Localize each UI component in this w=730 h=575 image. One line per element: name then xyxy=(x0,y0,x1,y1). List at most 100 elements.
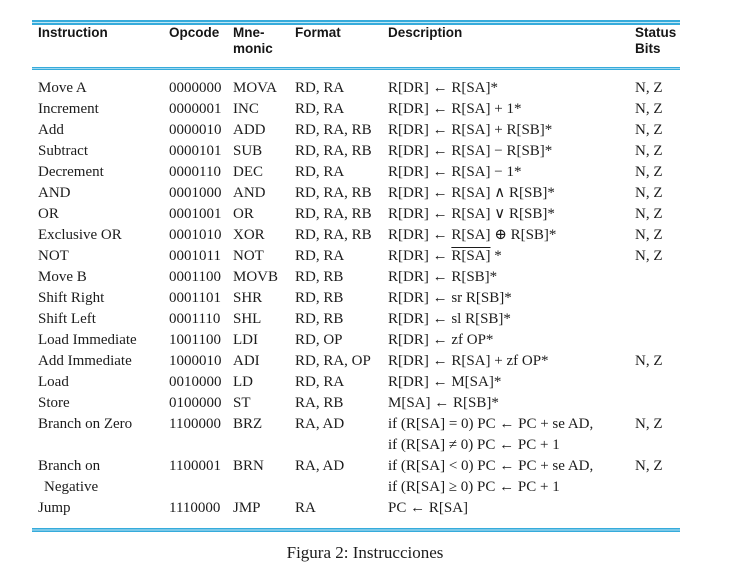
table-row: Subtract 0000101 SUB RD, RA, RB R[DR] ← R[SA… xyxy=(38,141,680,162)
description-text: if (R[SA] ≠ 0) PC ← PC + 1 xyxy=(388,437,560,453)
cell-status-bits: N, Z xyxy=(635,351,680,372)
cell-opcode: 1000010 xyxy=(169,351,233,372)
description-text: R[DR] ← sr R[SB]* xyxy=(388,290,512,306)
opcode-value: 0001101 xyxy=(169,290,221,306)
format-value: RA xyxy=(295,500,316,516)
format-value: RD, RA, RB xyxy=(295,185,372,201)
opcode-value: 0000001 xyxy=(169,101,222,117)
cell-format: RD, RA xyxy=(295,162,388,183)
cell-status-bits: N, Z xyxy=(635,162,680,183)
instruction-name: Add xyxy=(38,122,64,138)
cell-opcode: 0000110 xyxy=(169,162,233,183)
mnemonic-value: SHR xyxy=(233,290,263,306)
cell-mnemonic: AND xyxy=(233,183,295,204)
cell-format: RD, RA, RB xyxy=(295,120,388,141)
cell-mnemonic: BRN xyxy=(233,456,295,477)
opcode-value: 1110000 xyxy=(169,500,221,516)
description-text: R[DR] ← M[SA]* xyxy=(388,374,502,390)
instruction-name: Store xyxy=(38,395,70,411)
description-text: M[SA] ← R[SB]* xyxy=(388,395,499,411)
mnemonic-value: XOR xyxy=(233,227,265,243)
cell-mnemonic: BRZ xyxy=(233,414,295,435)
table-row: OR 0001001 OR RD, RA, RB R[DR] ← R[SA] ∨ R[S… xyxy=(38,204,680,225)
cell-description: R[DR] ← R[SA] ⊕ R[SB]* xyxy=(388,225,635,246)
cell-instruction: Add xyxy=(38,120,169,141)
cell-status-bits: N, Z xyxy=(635,204,680,225)
cell-mnemonic: MOVA xyxy=(233,78,295,99)
opcode-value: 0010000 xyxy=(169,374,222,390)
status-bits-value: N, Z xyxy=(635,164,663,180)
mnemonic-value: ADD xyxy=(233,122,266,138)
instruction-name: Increment xyxy=(38,101,99,117)
cell-status-bits: N, Z xyxy=(635,141,680,162)
opcode-value: 0001100 xyxy=(169,269,221,285)
description-text: R[DR] ← R[SB]* xyxy=(388,269,498,285)
table-row: Move A 0000000 MOVA RD, RA R[DR] ← R[SA]* N, … xyxy=(38,78,680,99)
cell-instruction: Jump xyxy=(38,498,169,519)
instruction-name: Load Immediate xyxy=(38,332,137,348)
instruction-name: Jump xyxy=(38,500,71,516)
table-bottom-rule xyxy=(32,528,680,532)
mnemonic-value: LD xyxy=(233,374,253,390)
cell-description: M[SA] ← R[SB]* xyxy=(388,393,635,414)
cell-format: RA, RB xyxy=(295,393,388,414)
opcode-value: 0001011 xyxy=(169,248,221,264)
col-header-format: Format xyxy=(295,25,388,41)
format-value: RA, RB xyxy=(295,395,344,411)
cell-opcode: 0100000 xyxy=(169,393,233,414)
cell-description: R[DR] ← R[SA] + R[SB]* xyxy=(388,120,635,141)
cell-mnemonic: SHL xyxy=(233,309,295,330)
cell-format: RD, RB xyxy=(295,309,388,330)
format-value: RD, RA xyxy=(295,101,345,117)
status-bits-value: N, Z xyxy=(635,416,663,432)
description-text: R[DR] ← R[SA] + R[SB]* xyxy=(388,122,553,138)
cell-instruction: Increment xyxy=(38,99,169,120)
status-bits-value: N, Z xyxy=(635,101,663,117)
cell-mnemonic: ADI xyxy=(233,351,295,372)
table-top-rule xyxy=(32,20,680,25)
cell-instruction: Move A xyxy=(38,78,169,99)
col-header-opcode: Opcode xyxy=(169,25,233,41)
cell-instruction: Decrement xyxy=(38,162,169,183)
cell-instruction: Load Immediate xyxy=(38,330,169,351)
cell-instruction: OR xyxy=(38,204,169,225)
description-text: R[DR] ← R[SA] − 1* xyxy=(388,164,522,180)
mnemonic-value: INC xyxy=(233,101,259,117)
cell-description: R[DR] ← R[SA] ∨ R[SB]* xyxy=(388,204,635,225)
cell-opcode: 1001100 xyxy=(169,330,233,351)
table-row: Decrement 0000110 DEC RD, RA R[DR] ← R[SA] −… xyxy=(38,162,680,183)
cell-format: RD, RA, RB xyxy=(295,204,388,225)
description-text: R[DR] ← R[SA] ∧ R[SB]* xyxy=(388,185,555,201)
table-row: AND 0001000 AND RD, RA, RB R[DR] ← R[SA] ∧ R… xyxy=(38,183,680,204)
header-separator-rule xyxy=(32,67,680,70)
cell-format: RD, RB xyxy=(295,288,388,309)
cell-opcode: 0001101 xyxy=(169,288,233,309)
mnemonic-value: LDI xyxy=(233,332,258,348)
cell-format: RD, RA, RB xyxy=(295,141,388,162)
table-row: Increment 0000001 INC RD, RA R[DR] ← R[SA] +… xyxy=(38,99,680,120)
opcode-value: 0100000 xyxy=(169,395,222,411)
cell-description: R[DR] ← R[SA] − R[SB]* xyxy=(388,141,635,162)
instruction-name: Branch on xyxy=(38,458,101,474)
cell-opcode: 0000010 xyxy=(169,120,233,141)
opcode-value: 1100000 xyxy=(169,416,221,432)
opcode-value: 0000010 xyxy=(169,122,222,138)
instruction-name: NOT xyxy=(38,248,69,264)
table-row: Load Immediate 1001100 LDI RD, OP R[DR] ← zf… xyxy=(38,330,680,351)
opcode-value: 0001001 xyxy=(169,206,222,222)
cell-mnemonic: SUB xyxy=(233,141,295,162)
status-bits-value: N, Z xyxy=(635,143,663,159)
format-value: RD, RA, RB xyxy=(295,206,372,222)
description-text: * xyxy=(490,248,502,264)
cell-mnemonic: LD xyxy=(233,372,295,393)
mnemonic-value: NOT xyxy=(233,248,264,264)
cell-format: RA, AD xyxy=(295,414,388,435)
cell-description: R[DR] ← R[SA] + zf OP* xyxy=(388,351,635,372)
mnemonic-value: MOVB xyxy=(233,269,279,285)
cell-opcode: 0010000 xyxy=(169,372,233,393)
table-row: Branch on Negative 1100001 BRN RA, AD if (R[S… xyxy=(38,456,680,498)
cell-instruction: Branch on Negative xyxy=(38,456,169,498)
cell-instruction: Move B xyxy=(38,267,169,288)
cell-instruction: Shift Left xyxy=(38,309,169,330)
cell-instruction: Shift Right xyxy=(38,288,169,309)
